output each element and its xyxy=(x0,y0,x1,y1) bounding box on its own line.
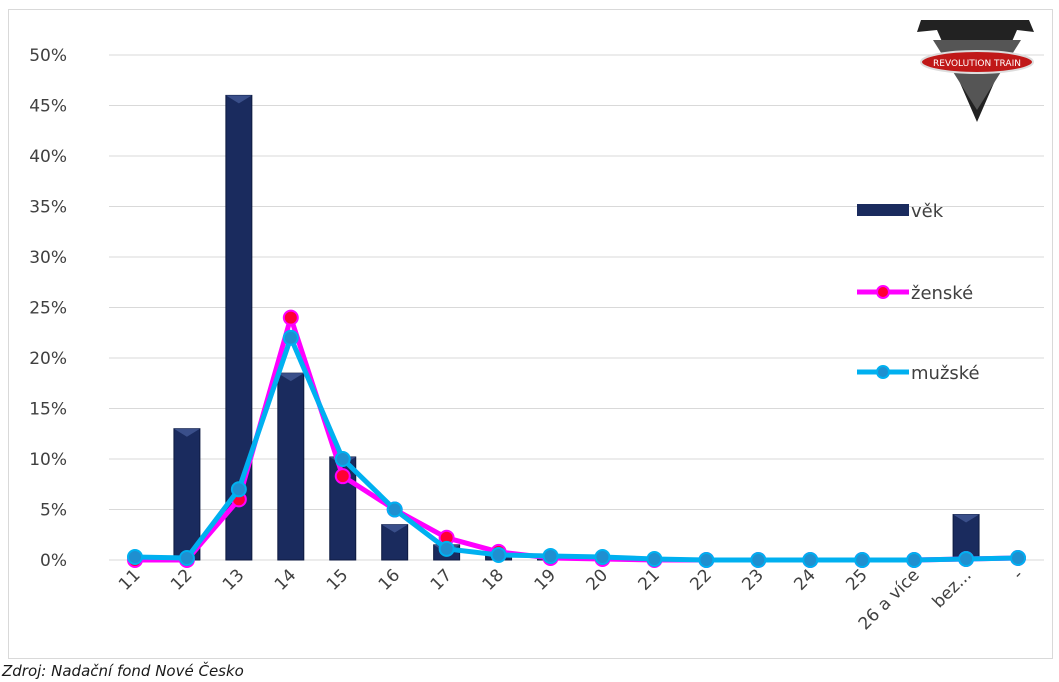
x-tick-label: 23 xyxy=(738,565,767,594)
data-point xyxy=(906,552,923,568)
y-tick-label: 30% xyxy=(29,248,67,268)
legend-label: mužské xyxy=(911,363,980,384)
legend-marker xyxy=(876,285,890,299)
y-tick-label: 50% xyxy=(29,46,67,66)
bar-top-bevel xyxy=(225,95,252,104)
x-tick-label: - xyxy=(1009,565,1027,583)
data-point xyxy=(646,550,663,567)
data-point xyxy=(802,552,819,568)
legend-swatch xyxy=(857,204,909,216)
data-point xyxy=(126,548,143,565)
x-tick-label: 14 xyxy=(271,565,300,594)
logo-text: REVOLUTION TRAIN xyxy=(933,59,1021,69)
data-point xyxy=(958,550,975,567)
series-line xyxy=(134,315,1019,563)
data-point xyxy=(594,548,611,565)
bars xyxy=(173,94,980,561)
x-tick-label: 13 xyxy=(219,565,248,594)
data-point xyxy=(386,501,403,518)
chart-frame: 0% 5% 10% 15% 20% 25% 30% 35% 40% 45% 50% 11 12 13 14… xyxy=(8,9,1053,659)
data-point xyxy=(334,451,351,467)
data-point xyxy=(490,546,507,563)
data-point xyxy=(178,549,195,566)
legend-label: věk xyxy=(911,201,944,222)
data-point xyxy=(282,309,299,326)
data-point xyxy=(438,540,455,557)
x-tick-label: 21 xyxy=(635,565,664,594)
y-tick-label: 45% xyxy=(29,97,67,117)
y-tick-label: 35% xyxy=(29,198,67,218)
x-tick-label: 11 xyxy=(115,565,144,594)
data-point xyxy=(750,552,767,568)
legend-label: ženské xyxy=(911,283,973,304)
x-tick-label: 25 xyxy=(842,565,871,594)
bar-top-bevel xyxy=(953,514,980,523)
data-point xyxy=(854,552,871,568)
bar-top-bevel xyxy=(173,428,200,437)
grid xyxy=(109,54,1044,561)
y-tick-label: 10% xyxy=(29,450,67,470)
lines xyxy=(126,309,1027,568)
y-tick-label: 15% xyxy=(29,400,67,420)
y-tick-label: 20% xyxy=(29,349,67,369)
revolution-train-logo: REVOLUTION TRAIN xyxy=(917,20,1034,122)
x-tick-label: 12 xyxy=(167,565,196,594)
source-note: Zdroj: Nadační fond Nové Česko xyxy=(2,662,244,680)
y-tick-label: 0% xyxy=(40,551,67,571)
x-tick-label: 15 xyxy=(323,565,352,594)
data-point xyxy=(230,481,247,498)
logo-banner xyxy=(920,50,1034,74)
x-tick-label: 16 xyxy=(375,565,404,594)
y-tick-label: 5% xyxy=(40,501,67,521)
chart: 0% 5% 10% 15% 20% 25% 30% 35% 40% 45% 50% 11 12 13 14… xyxy=(29,20,1044,634)
bar xyxy=(277,372,305,561)
legend: věk ženské mužské xyxy=(857,201,980,384)
x-tick-label: bez... xyxy=(929,565,976,612)
data-point xyxy=(1010,549,1027,566)
y-axis: 0% 5% 10% 15% 20% 25% 30% 35% 40% 45% 50% xyxy=(29,46,67,571)
x-tick-label: 20 xyxy=(583,565,612,594)
x-tick-label: 19 xyxy=(531,565,560,594)
data-point xyxy=(282,329,299,346)
bar-top-bevel xyxy=(277,373,304,382)
bar xyxy=(173,428,201,561)
x-tick-label: 17 xyxy=(427,565,456,594)
y-tick-label: 25% xyxy=(29,299,67,319)
x-tick-label: 22 xyxy=(686,565,715,594)
x-tick-label: 24 xyxy=(790,565,819,594)
data-point xyxy=(334,468,351,485)
x-tick-label: 18 xyxy=(479,565,508,594)
legend-marker xyxy=(876,365,890,379)
data-point xyxy=(698,552,715,568)
bar-top-bevel xyxy=(381,524,408,533)
series-line xyxy=(134,335,1019,563)
y-tick-label: 40% xyxy=(29,147,67,167)
data-point xyxy=(542,547,559,564)
